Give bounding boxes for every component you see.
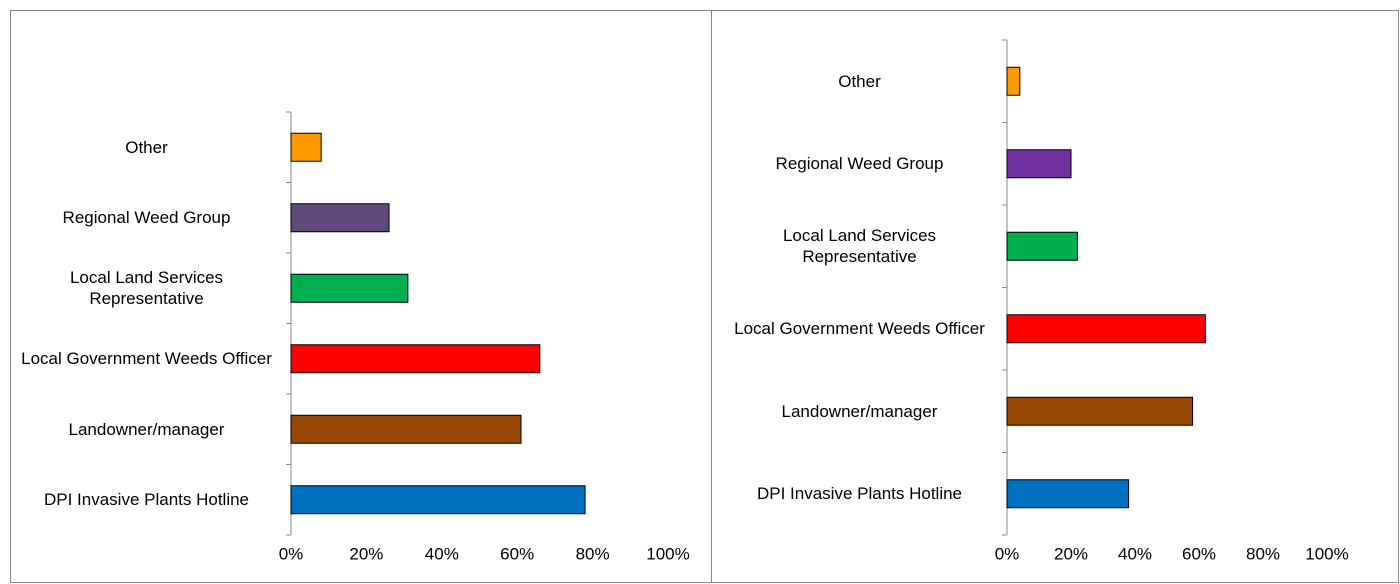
y-tick-label: Local Government Weeds Officer: [734, 319, 985, 339]
bar: [290, 132, 322, 162]
bar: [1006, 396, 1194, 426]
bar: [1006, 314, 1206, 344]
x-tick-label: 100%: [1305, 544, 1348, 563]
bar: [290, 203, 390, 233]
y-label-box: DPI Invasive Plants Hotline: [756, 484, 963, 504]
y-tick-label: DPI Invasive Plants Hotline: [43, 490, 250, 510]
y-tick-label: Local Government Weeds Officer: [21, 349, 272, 369]
x-tick-label: 100%: [646, 544, 689, 563]
x-tick-label: 0%: [995, 544, 1020, 563]
y-tick-label: DPI Invasive Plants Hotline: [756, 484, 963, 504]
bar: [290, 273, 409, 303]
y-tick-label: Landowner/manager: [68, 419, 225, 439]
y-tick-label: Other: [838, 71, 881, 91]
y-label-box: Landowner/manager: [68, 419, 225, 439]
x-tick-label: 80%: [1246, 544, 1280, 563]
y-label-box: Other: [125, 137, 168, 157]
x-tick-label: 60%: [500, 544, 534, 563]
x-tick-label: 20%: [1054, 544, 1088, 563]
y-tick-label: Landowner/manager: [781, 401, 938, 421]
y-label-box: DPI Invasive Plants Hotline: [43, 490, 250, 510]
y-label-box: Regional Weed Group: [775, 154, 944, 174]
y-label-box: Local Land Services Representative: [69, 268, 224, 309]
y-label-box: Local Government Weeds Officer: [21, 349, 272, 369]
y-label-box: Other: [838, 71, 881, 91]
x-tick-label: 60%: [1182, 544, 1216, 563]
x-tick-label: 40%: [425, 544, 459, 563]
bar: [1006, 149, 1072, 179]
bar: [1006, 479, 1130, 509]
bar: [290, 344, 541, 374]
x-tick-label: 40%: [1118, 544, 1152, 563]
y-tick-label: Local Land Services Representative: [69, 268, 224, 309]
y-label-box: Local Land Services Representative: [782, 226, 937, 267]
y-label-box: Regional Weed Group: [62, 208, 231, 228]
y-tick-label: Other: [125, 137, 168, 157]
bar: [1006, 231, 1078, 261]
x-tick-label: 20%: [349, 544, 383, 563]
y-tick-label: Local Land Services Representative: [782, 226, 937, 267]
y-tick-label: Regional Weed Group: [62, 208, 231, 228]
y-label-box: Landowner/manager: [781, 401, 938, 421]
y-label-box: Local Government Weeds Officer: [734, 319, 985, 339]
y-tick-label: Regional Weed Group: [775, 154, 944, 174]
bar: [1006, 66, 1021, 96]
x-tick-label: 80%: [576, 544, 610, 563]
x-tick-label: 0%: [279, 544, 304, 563]
panel-right: [711, 10, 1399, 583]
bar: [290, 414, 522, 444]
bar: [290, 485, 586, 515]
